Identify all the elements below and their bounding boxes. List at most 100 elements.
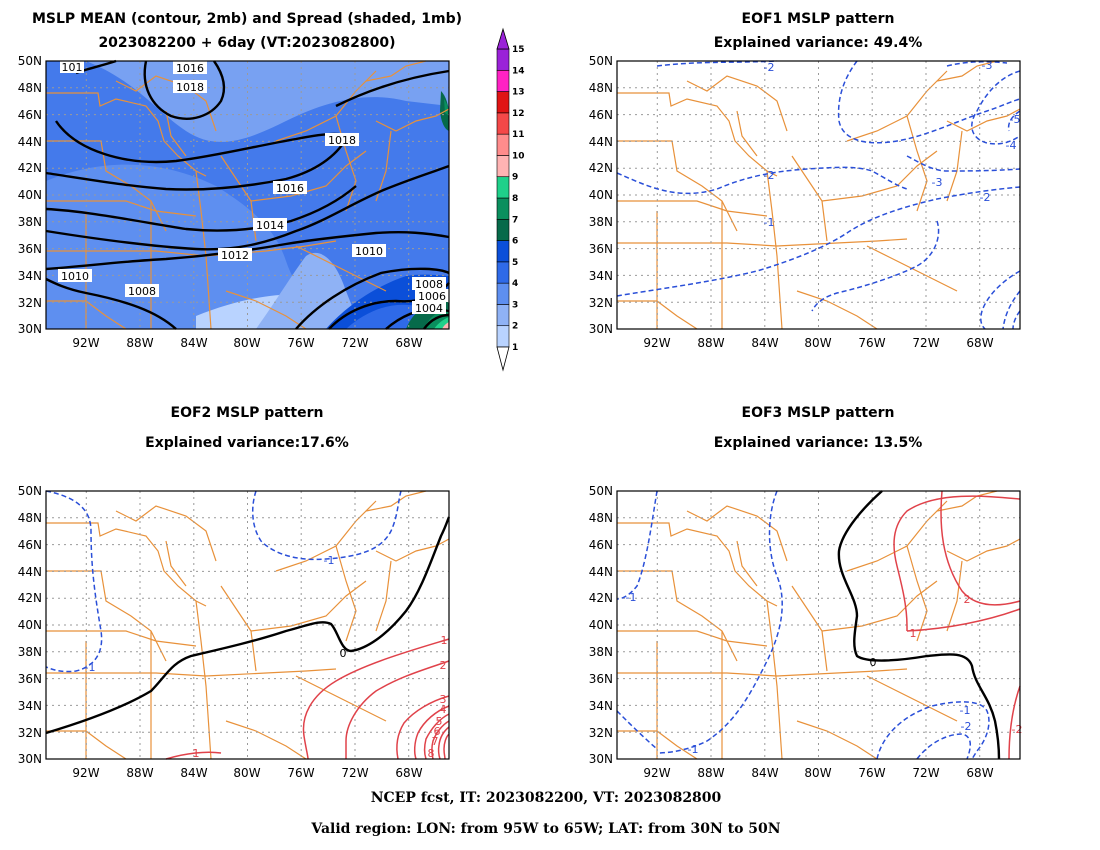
lat-tick-label: 44N <box>589 565 613 579</box>
lat-tick-label: 40N <box>18 188 42 202</box>
lon-tick-label: 88W <box>126 336 153 350</box>
lat-tick-label: 40N <box>589 188 613 202</box>
contour-label: 1010 <box>61 270 89 283</box>
colorbar-label: 7 <box>512 215 518 225</box>
contour-label: 1004 <box>415 302 443 315</box>
contour-label: -2 <box>764 61 775 74</box>
lat-tick-label: 30N <box>18 322 42 336</box>
mean-contour-labels: 1016 1018 1018 1016 1014 1012 1010 1010 … <box>58 61 449 315</box>
state-boundaries <box>617 490 1021 760</box>
eof3-positive-contours <box>893 490 1021 760</box>
contour-label: 7 <box>432 735 439 748</box>
lat-tick-label: 36N <box>18 672 42 686</box>
axis-tick-labels: 50N 48N 46N 44N 42N 40N 38N 36N 34N 32N … <box>18 54 994 780</box>
contour-label: 5 <box>436 715 443 728</box>
eof1-contour-labels: -2 -3 -5 -4 -2 -3 -2 -1 <box>764 59 1021 229</box>
lat-tick-label: 50N <box>18 484 42 498</box>
colorbar-segment <box>496 197 510 220</box>
lon-tick-label: 88W <box>697 766 724 780</box>
contour-label: -1 <box>960 704 971 717</box>
colorbar-segment <box>496 261 510 284</box>
contour-label: -1 <box>324 554 335 567</box>
eof3-contour-labels: -1 0 2 1 -1 -2 -1 -2 <box>626 591 1023 756</box>
eof2-negative-contours <box>45 490 402 673</box>
colorbar-label: 3 <box>512 300 518 310</box>
lon-tick-label: 72W <box>912 336 939 350</box>
contour-label: 2 <box>440 659 447 672</box>
contour-label: 1 <box>910 627 917 640</box>
eof3-zero-contour <box>837 490 1001 760</box>
lat-tick-label: 46N <box>18 538 42 552</box>
colorbar-label: 4 <box>512 279 518 289</box>
lon-tick-label: 72W <box>912 766 939 780</box>
contour-label: -2 <box>764 169 775 182</box>
footer-forecast-info: NCEP fcst, IT: 2023082200, VT: 202308280… <box>371 790 722 806</box>
lon-tick-label: 84W <box>180 336 207 350</box>
lat-tick-label: 48N <box>18 511 42 525</box>
lat-tick-label: 32N <box>589 726 613 740</box>
lat-tick-label: 38N <box>18 645 42 659</box>
lat-lon-grid <box>617 491 1020 759</box>
lon-tick-label: 80W <box>804 766 831 780</box>
lat-tick-label: 36N <box>589 672 613 686</box>
lat-tick-label: 34N <box>589 699 613 713</box>
colorbar-label: 12 <box>512 109 525 119</box>
colorbar-label: 10 <box>512 151 525 161</box>
contour-label: 1 <box>193 747 200 760</box>
lat-tick-label: 42N <box>18 591 42 605</box>
lat-tick-label: 48N <box>18 81 42 95</box>
contour-label: 1018 <box>328 134 356 147</box>
contour-label: -2 <box>1012 723 1023 736</box>
lat-tick-label: 50N <box>18 54 42 68</box>
lon-tick-label: 80W <box>233 336 260 350</box>
mean-title-line1: MSLP MEAN (contour, 2mb) and Spread (sha… <box>32 11 462 27</box>
contour-label: -3 <box>982 59 993 72</box>
eof3-negative-contours <box>616 490 990 760</box>
lat-tick-label: 46N <box>589 538 613 552</box>
lon-tick-label: 92W <box>72 766 99 780</box>
lon-tick-label: 76W <box>858 336 885 350</box>
lon-tick-label: 76W <box>287 336 314 350</box>
lat-tick-label: 38N <box>589 215 613 229</box>
colorbar-label: 6 <box>512 237 518 247</box>
lon-tick-label: 84W <box>751 336 778 350</box>
colorbar-segment <box>496 282 510 305</box>
colorbar-segment <box>496 176 510 199</box>
colorbar-label: 2 <box>512 322 518 332</box>
lat-tick-label: 34N <box>18 269 42 283</box>
mean-map-panel: 1016 1018 1018 1016 1014 1012 1010 1010 … <box>45 59 450 330</box>
contour-label: 1014 <box>256 219 284 232</box>
lat-tick-label: 38N <box>589 645 613 659</box>
colorbar-label: 13 <box>512 88 525 98</box>
contour-label: -1 <box>688 743 699 756</box>
map-frame <box>616 490 1021 760</box>
lat-tick-label: 46N <box>589 108 613 122</box>
colorbar-label: 1 <box>512 343 518 353</box>
lat-tick-label: 44N <box>589 135 613 149</box>
contour-label: 1010 <box>355 245 383 258</box>
contour-label: 4 <box>440 703 447 716</box>
lon-tick-label: 92W <box>643 766 670 780</box>
colorbar-segment <box>496 91 510 114</box>
lat-tick-label: 40N <box>18 618 42 632</box>
eof1-contours <box>616 60 1021 330</box>
map-frame <box>616 60 1021 330</box>
lon-tick-label: 92W <box>643 336 670 350</box>
lat-tick-label: 36N <box>18 242 42 256</box>
lat-tick-label: 42N <box>589 161 613 175</box>
contour-label: -4 <box>1006 139 1017 152</box>
eof3-map-panel: -1 0 2 1 -1 -2 -1 -2 <box>616 490 1023 760</box>
lon-tick-label: 76W <box>858 766 885 780</box>
lon-tick-label: 72W <box>341 336 368 350</box>
contour-label: 1016 <box>276 182 304 195</box>
eof2-contour-labels: -1 -1 0 1 2 3 4 5 6 7 8 1 <box>85 554 448 760</box>
lon-tick-label: 72W <box>341 766 368 780</box>
lat-tick-label: 30N <box>589 752 613 766</box>
colorbar-label: 5 <box>512 258 518 268</box>
map-frame <box>45 60 450 330</box>
contour-label: 101 <box>62 61 83 74</box>
contour-label: 1006 <box>418 290 446 303</box>
footer-valid-region: Valid region: LON: from 95W to 65W; LAT:… <box>310 821 780 837</box>
lat-tick-label: 30N <box>18 752 42 766</box>
eof1-title-line1: EOF1 MSLP pattern <box>742 11 895 27</box>
